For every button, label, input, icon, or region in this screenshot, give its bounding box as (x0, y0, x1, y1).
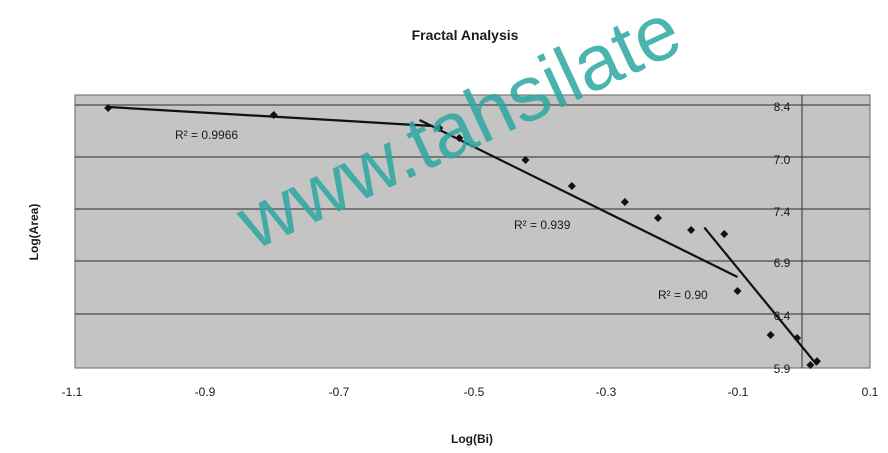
data-point (620, 198, 629, 206)
data-point (806, 361, 815, 369)
r2-labels: R² = 0.9966 R² = 0.939 R² = 0.90 (175, 128, 708, 302)
y-tick-label: 7.4 (774, 205, 791, 219)
x-tick-label: -0.3 (596, 385, 617, 399)
x-axis-title: Log(Bi) (451, 432, 493, 446)
trendline (703, 226, 818, 366)
trendline (419, 119, 738, 278)
y-tick-label: 7.0 (774, 153, 791, 167)
y-axis-title: Log(Area) (27, 204, 41, 261)
data-point (793, 334, 802, 342)
x-tick-label: 0.1 (862, 385, 879, 399)
r2-label: R² = 0.939 (514, 218, 571, 232)
data-point (567, 182, 576, 190)
data-point (813, 357, 821, 366)
r2-label: R² = 0.90 (658, 288, 708, 302)
gridlines (75, 95, 870, 368)
data-point (269, 111, 278, 119)
data-point (733, 287, 742, 295)
y-tick-label: 6.4 (774, 309, 791, 323)
y-tick-label: 5.9 (774, 362, 791, 376)
chart-title: Fractal Analysis (412, 27, 519, 43)
data-point (766, 331, 775, 339)
x-tick-label: -0.1 (728, 385, 749, 399)
r2-label: R² = 0.9966 (175, 128, 238, 142)
x-tick-label: -1.1 (62, 385, 83, 399)
data-points (104, 104, 821, 369)
trendlines (108, 105, 818, 366)
data-point (720, 230, 729, 238)
y-tick-label: 6.9 (774, 256, 791, 270)
x-tick-labels: -1.1 -0.9 -0.7 -0.5 -0.3 -0.1 0.1 (62, 385, 879, 399)
plot-area (74, 94, 871, 369)
data-point (521, 156, 530, 164)
data-point (687, 226, 696, 234)
data-point (435, 124, 444, 132)
y-tick-label: 8.4 (774, 100, 791, 114)
x-tick-label: -0.5 (464, 385, 485, 399)
data-point (455, 134, 464, 142)
x-tick-label: -0.9 (195, 385, 216, 399)
trendline (108, 105, 433, 128)
x-tick-label: -0.7 (329, 385, 350, 399)
data-point (104, 104, 113, 112)
y-tick-labels: 8.4 7.0 7.4 6.9 6.4 5.9 (774, 100, 791, 376)
data-point (654, 214, 662, 222)
